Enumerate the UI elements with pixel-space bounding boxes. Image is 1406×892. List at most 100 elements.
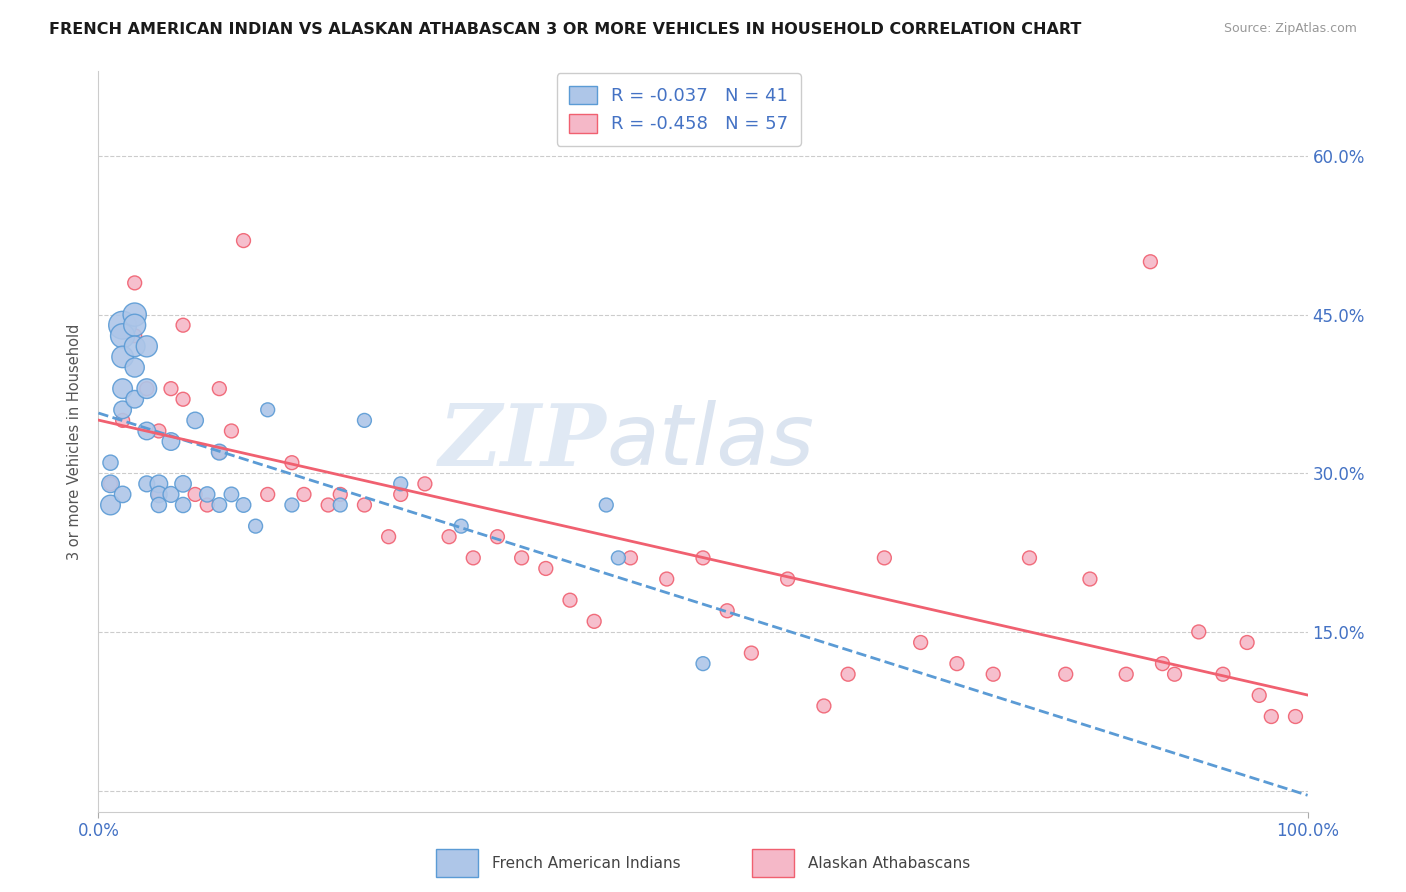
Point	[232, 498, 254, 512]
Point	[281, 456, 304, 470]
Point	[172, 318, 194, 333]
Point	[740, 646, 762, 660]
Text: Source: ZipAtlas.com: Source: ZipAtlas.com	[1223, 22, 1357, 36]
Point	[329, 498, 352, 512]
Point	[124, 339, 146, 353]
Point	[100, 456, 122, 470]
Point	[135, 382, 157, 396]
Point	[221, 487, 243, 501]
Point	[946, 657, 969, 671]
Point	[135, 424, 157, 438]
Point	[232, 234, 254, 248]
Point	[111, 487, 134, 501]
Point	[1152, 657, 1174, 671]
Point	[619, 550, 641, 565]
Point	[329, 487, 352, 501]
Point	[377, 530, 399, 544]
Point	[111, 318, 134, 333]
Point	[1163, 667, 1185, 681]
Point	[111, 402, 134, 417]
Point	[607, 550, 630, 565]
Text: ZIP: ZIP	[439, 400, 606, 483]
Point	[111, 413, 134, 427]
Point	[389, 476, 412, 491]
Point	[111, 350, 134, 364]
Point	[184, 487, 207, 501]
Point	[692, 550, 714, 565]
Point	[534, 561, 557, 575]
Point	[692, 657, 714, 671]
Point	[256, 402, 278, 417]
Point	[353, 498, 375, 512]
Point	[160, 434, 183, 449]
Point	[981, 667, 1004, 681]
Point	[172, 392, 194, 407]
Point	[437, 530, 460, 544]
Point	[195, 487, 218, 501]
Point	[413, 476, 436, 491]
Point	[208, 498, 231, 512]
Point	[256, 487, 278, 501]
Point	[135, 476, 157, 491]
Point	[655, 572, 678, 586]
Point	[1018, 550, 1040, 565]
Point	[776, 572, 799, 586]
Point	[124, 328, 146, 343]
Point	[1078, 572, 1101, 586]
Point	[316, 498, 339, 512]
Point	[281, 498, 304, 512]
Point	[486, 530, 509, 544]
Point	[1115, 667, 1137, 681]
Text: FRENCH AMERICAN INDIAN VS ALASKAN ATHABASCAN 3 OR MORE VEHICLES IN HOUSEHOLD COR: FRENCH AMERICAN INDIAN VS ALASKAN ATHABA…	[49, 22, 1081, 37]
FancyBboxPatch shape	[752, 849, 794, 877]
Point	[124, 276, 146, 290]
Point	[100, 476, 122, 491]
Point	[813, 698, 835, 713]
Point	[595, 498, 617, 512]
Point	[160, 487, 183, 501]
Point	[389, 487, 412, 501]
Legend: R = -0.037   N = 41, R = -0.458   N = 57: R = -0.037 N = 41, R = -0.458 N = 57	[557, 73, 801, 146]
Point	[100, 498, 122, 512]
Point	[111, 328, 134, 343]
Y-axis label: 3 or more Vehicles in Household: 3 or more Vehicles in Household	[67, 324, 83, 559]
Point	[1139, 254, 1161, 268]
Point	[148, 487, 170, 501]
Point	[111, 382, 134, 396]
Point	[148, 498, 170, 512]
Text: Alaskan Athabascans: Alaskan Athabascans	[808, 855, 970, 871]
Point	[195, 498, 218, 512]
Point	[124, 318, 146, 333]
Point	[172, 476, 194, 491]
Point	[172, 498, 194, 512]
Point	[124, 308, 146, 322]
Point	[208, 382, 231, 396]
Point	[135, 339, 157, 353]
Text: atlas: atlas	[606, 400, 814, 483]
Point	[1236, 635, 1258, 649]
Point	[1284, 709, 1306, 723]
Point	[292, 487, 315, 501]
Point	[148, 476, 170, 491]
Point	[1212, 667, 1234, 681]
Point	[583, 615, 606, 629]
Point	[450, 519, 472, 533]
Point	[873, 550, 896, 565]
Point	[208, 445, 231, 459]
Point	[1054, 667, 1077, 681]
Point	[100, 476, 122, 491]
Point	[463, 550, 485, 565]
Text: French American Indians: French American Indians	[492, 855, 681, 871]
Point	[184, 413, 207, 427]
Point	[1260, 709, 1282, 723]
Point	[148, 487, 170, 501]
Point	[353, 413, 375, 427]
Point	[910, 635, 932, 649]
Point	[510, 550, 533, 565]
Point	[1188, 624, 1211, 639]
Point	[221, 424, 243, 438]
Point	[558, 593, 581, 607]
Point	[716, 604, 738, 618]
FancyBboxPatch shape	[436, 849, 478, 877]
Point	[148, 424, 170, 438]
